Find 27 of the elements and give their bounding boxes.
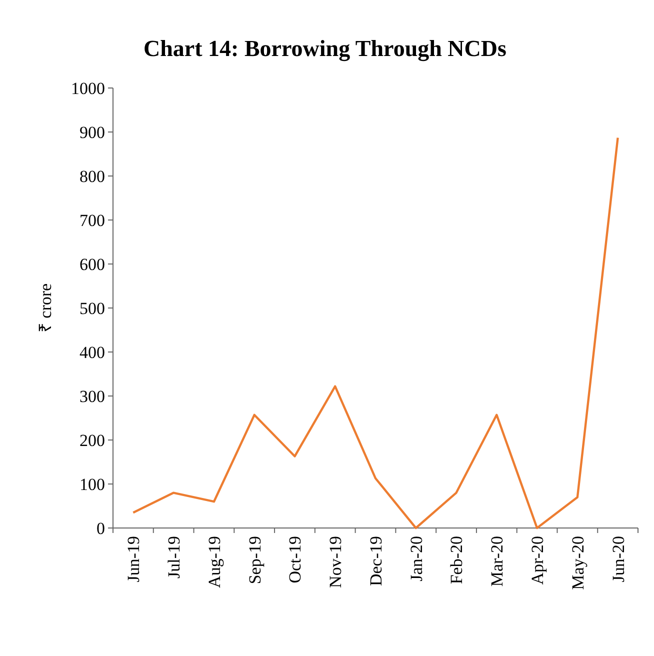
x-tick-label: Sep-19 [245, 536, 264, 584]
x-tick-label: Dec-19 [366, 536, 386, 586]
x-tick-label: Oct-19 [286, 536, 305, 584]
y-tick-label: 300 [80, 386, 105, 406]
y-tick-label: 500 [80, 298, 105, 318]
y-tick-label: 800 [80, 166, 105, 186]
x-tick-label: Feb-20 [447, 536, 466, 584]
y-axis-title: ₹ crore [36, 283, 55, 333]
y-tick-label: 200 [80, 430, 105, 450]
y-tick-label: 400 [80, 342, 105, 362]
x-tick-label: Aug-19 [204, 536, 224, 588]
x-tick-label: Nov-19 [326, 536, 346, 588]
x-tick-label: Mar-20 [488, 536, 507, 587]
y-tick-label: 1000 [71, 78, 105, 98]
y-tick-label: 0 [96, 518, 105, 538]
x-tick-label: Jan-20 [406, 536, 426, 582]
chart-title: Chart 14: Borrowing Through NCDs [144, 36, 507, 62]
x-tick-label: Jun-20 [608, 536, 628, 582]
x-tick-label: Apr-20 [528, 536, 547, 585]
x-tick-label: Jul-19 [164, 536, 184, 578]
y-tick-label: 900 [80, 122, 105, 142]
y-tick-label: 100 [80, 474, 105, 494]
line-series [132, 136, 619, 530]
y-tick-label: 700 [80, 210, 105, 230]
x-tick-label: May-20 [568, 536, 588, 590]
x-tick-label: Jun-19 [124, 536, 144, 582]
y-tick-label: 600 [80, 254, 105, 274]
